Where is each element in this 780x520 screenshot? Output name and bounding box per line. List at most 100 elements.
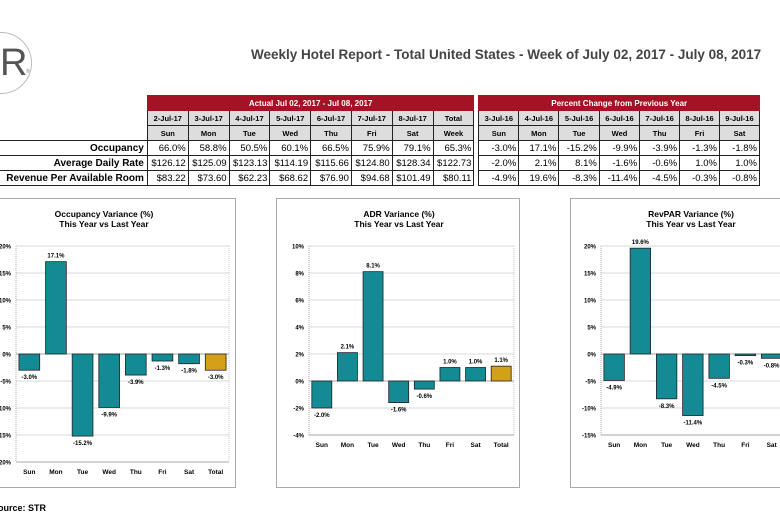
table-row: Revenue Per Available Room $83.22 $73.60 $6… [0,170,761,186]
change-value-cell: -1.6% [598,155,641,171]
change-date-cell: 5-Jul-16 [558,110,600,126]
bar-fri [439,367,461,382]
actual-day-cell: Wed [269,125,312,141]
y-tick-label: -10% [0,407,12,413]
actual-day-cell: Thu [310,125,352,141]
chart-subtitle: This Year vs Last Year [354,219,444,229]
change-value-cell: 19.6% [518,170,560,186]
y-tick-label: -10% [582,407,597,413]
x-tick-label: Sun [23,469,35,476]
bar-fri [734,353,757,357]
change-value-cell: -1.3% [679,140,720,156]
change-value-cell: -3.0% [478,140,520,156]
change-day-cell: Wed [598,125,641,141]
table-row: Occupancy 66.0% 58.8% 50.5% 60.1% 66.5% 75.9% 7… [0,140,761,156]
actual-value-cell: $123.13 [228,155,271,171]
actual-date-cell: 3-Jul-17 [187,110,230,126]
change-day-cell: Mon [518,125,560,141]
change-date-cell: 9-Jul-16 [718,110,761,126]
bar-thu [708,353,730,379]
actual-date-cell: 4-Jul-17 [228,110,271,126]
adr-chart: ADR Variance (%) This Year vs Last Year 10… [276,198,520,488]
data-label: -1.6% [391,408,407,414]
x-tick-label: Mon [49,469,62,476]
x-tick-label: Thu [130,469,142,476]
chart-title: RevPAR Variance (%) [648,209,734,219]
x-tick-label: Sat [767,442,778,449]
y-tick-label: -5% [0,380,11,386]
actual-value-cell: 65.3% [432,140,475,156]
actual-value-cell: $62.23 [228,170,271,186]
data-label: 8.1% [366,264,380,270]
data-label: 1.0% [443,360,457,366]
y-tick-label: -2% [293,407,304,413]
bar-sun [311,380,333,409]
actual-date-cell: 8-Jul-17 [391,110,434,126]
bar-wed [98,353,120,408]
bar-mon [45,261,67,355]
row-label: Occupancy [0,140,148,156]
actual-value-cell: $122.73 [432,155,475,171]
change-header: Percent Change from Previous Year [478,95,760,111]
change-date-cell: 3-Jul-16 [478,110,520,126]
y-tick-label: 6% [295,299,304,305]
table-day-row: Sun Mon Tue Wed Thu Fri Sat Week Sun Mon Tue Wed Thu… [0,125,761,141]
registered-mark: ® [26,69,30,75]
change-day-cell: Thu [639,125,681,141]
y-tick-label: 0% [295,380,304,386]
y-tick-label: 20% [0,245,12,251]
data-label: -3.0% [208,375,224,381]
bar-fri [151,353,174,362]
table-row: Average Daily Rate $126.12 $125.09 $123.13 $… [0,155,761,171]
bar-thu [413,380,435,390]
actual-day-cell: Mon [187,125,230,141]
change-value-cell: -4.9% [478,170,520,186]
actual-value-cell: $68.62 [269,170,312,186]
actual-value-cell: 50.5% [228,140,271,156]
change-value-cell: -9.9% [598,140,641,156]
bar-total [204,353,227,371]
data-label: -9.9% [101,412,117,418]
blank-cell [0,111,147,126]
change-value-cell: -8.3% [558,170,600,186]
x-tick-label: Sat [471,442,482,449]
y-tick-label: 2% [295,353,304,359]
x-tick-label: Wed [686,442,700,449]
x-tick-label: Thu [713,442,725,449]
x-tick-label: Fri [446,442,455,449]
change-value-cell: -11.4% [598,170,641,186]
y-tick-label: 20% [584,245,597,251]
chart-subtitle: This Year vs Last Year [59,219,149,229]
data-label: -8.3% [659,404,675,410]
change-day-cell: Tue [558,125,600,141]
change-value-cell: 8.1% [558,155,600,171]
actual-value-cell: 66.0% [146,140,189,156]
data-label: 1.1% [494,358,508,364]
bar-total [490,365,512,382]
change-value-cell: 17.1% [518,140,560,156]
actual-date-cell: 2-Jul-17 [146,110,189,126]
y-tick-label: 5% [587,326,596,332]
x-tick-label: Tue [368,442,379,449]
change-date-cell: 8-Jul-16 [679,110,720,126]
change-value-cell: 1.0% [679,155,720,171]
row-label: Revenue Per Available Room [0,170,148,186]
occupancy-chart: Occupancy Variance (%) This Year vs Last … [0,198,236,488]
actual-day-cell: Week [432,125,475,141]
x-tick-label: Fri [158,469,167,476]
x-tick-label: Thu [418,442,430,449]
blank-cell [0,126,147,141]
y-tick-label: 0% [587,353,596,359]
change-day-cell: Sat [718,125,761,141]
x-tick-label: Mon [634,442,647,449]
data-label: -3.0% [21,375,37,381]
y-tick-label: 10% [584,299,597,305]
actual-value-cell: $125.09 [187,155,230,171]
actual-value-cell: 79.1% [391,140,434,156]
report-title: Weekly Hotel Report - Total United State… [251,47,762,62]
data-label: -4.5% [711,383,727,389]
change-value-cell: -2.0% [478,155,520,171]
change-value-cell: -0.8% [718,170,761,186]
actual-value-cell: 58.8% [187,140,230,156]
actual-header: Actual Jul 02, 2017 - Jul 08, 2017 [146,95,475,111]
